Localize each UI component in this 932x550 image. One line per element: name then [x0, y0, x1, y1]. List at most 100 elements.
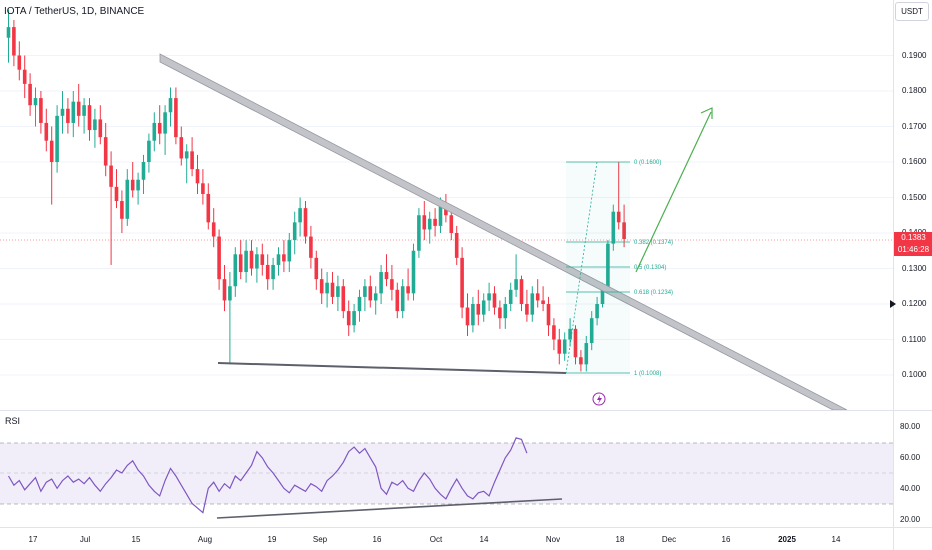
candle[interactable]	[514, 254, 518, 297]
candle[interactable]	[562, 332, 567, 361]
candle[interactable]	[82, 98, 86, 134]
candle[interactable]	[525, 289, 529, 322]
candle[interactable]	[287, 233, 292, 273]
candle[interactable]	[568, 318, 572, 347]
candle[interactable]	[454, 225, 459, 265]
candle[interactable]	[476, 289, 481, 326]
candle[interactable]	[541, 286, 545, 312]
candle[interactable]	[33, 87, 38, 127]
candle[interactable]	[373, 286, 378, 315]
candle[interactable]	[330, 272, 335, 304]
candle[interactable]	[406, 268, 410, 301]
candle[interactable]	[460, 247, 464, 319]
candle[interactable]	[141, 154, 146, 194]
candle[interactable]	[616, 162, 621, 230]
candle[interactable]	[433, 208, 437, 237]
candle[interactable]	[487, 282, 491, 312]
candle[interactable]	[184, 144, 189, 184]
candle[interactable]	[22, 55, 27, 99]
candle[interactable]	[492, 286, 497, 315]
candle[interactable]	[168, 87, 173, 127]
candle[interactable]	[390, 264, 394, 301]
candle[interactable]	[346, 300, 351, 336]
candle[interactable]	[136, 172, 140, 205]
candle[interactable]	[249, 240, 254, 276]
candle[interactable]	[114, 169, 119, 209]
candle[interactable]	[503, 296, 508, 329]
candle[interactable]	[546, 296, 551, 336]
candle[interactable]	[341, 279, 346, 319]
candle[interactable]	[573, 325, 578, 365]
candle[interactable]	[211, 208, 216, 248]
candle[interactable]	[481, 293, 486, 322]
candle[interactable]	[357, 289, 362, 322]
candle[interactable]	[201, 169, 205, 205]
price-chart[interactable]: 0 (0.1600) 0.382 (0.1374) 0.5 (0.1304) 0…	[0, 0, 893, 410]
candle[interactable]	[282, 240, 286, 273]
rsi-divergence-trendline[interactable]	[216, 498, 563, 519]
main-chart-pane[interactable]: 0 (0.1600) 0.382 (0.1374) 0.5 (0.1304) 0…	[0, 0, 893, 410]
candle[interactable]	[152, 112, 157, 152]
candle[interactable]	[255, 247, 259, 283]
pane-divider[interactable]	[0, 410, 932, 411]
candle[interactable]	[309, 225, 313, 269]
candle[interactable]	[498, 300, 502, 329]
candle[interactable]	[228, 272, 232, 365]
candle[interactable]	[120, 190, 124, 233]
candle[interactable]	[552, 318, 556, 351]
candle[interactable]	[557, 328, 562, 365]
candle[interactable]	[276, 247, 281, 276]
candle[interactable]	[130, 162, 135, 198]
candle[interactable]	[298, 197, 302, 237]
candle[interactable]	[579, 350, 583, 372]
candle[interactable]	[206, 183, 211, 230]
candle[interactable]	[76, 83, 81, 127]
candle[interactable]	[400, 279, 405, 319]
candle[interactable]	[368, 275, 373, 308]
candle[interactable]	[535, 279, 540, 308]
symbol-title[interactable]: IOTA / TetherUS, 1D, BINANCE	[4, 6, 145, 17]
candle[interactable]	[395, 282, 400, 319]
candle[interactable]	[422, 201, 427, 241]
candle[interactable]	[244, 240, 248, 283]
rsi-chart[interactable]	[0, 411, 893, 527]
candle[interactable]	[584, 335, 589, 372]
candle[interactable]	[303, 201, 308, 244]
candle[interactable]	[55, 105, 59, 173]
rsi-indicator-label[interactable]: RSI	[5, 416, 21, 426]
fib-retracement-tool[interactable]: 0 (0.1600) 0.382 (0.1374) 0.5 (0.1304) 0…	[565, 160, 673, 377]
candle[interactable]	[379, 264, 383, 304]
candle[interactable]	[190, 137, 194, 177]
support-trendline[interactable]	[217, 362, 567, 374]
candle[interactable]	[179, 126, 184, 166]
candle[interactable]	[195, 154, 200, 194]
candle[interactable]	[147, 133, 151, 173]
candle[interactable]	[325, 272, 329, 308]
candle[interactable]	[93, 108, 97, 148]
candle[interactable]	[314, 250, 319, 290]
candle[interactable]	[384, 254, 389, 287]
candle[interactable]	[87, 98, 92, 141]
candle[interactable]	[611, 204, 616, 251]
candle[interactable]	[125, 169, 130, 226]
candle[interactable]	[417, 208, 421, 258]
price-scale[interactable]: USDT 0.1900 0.1800 0.1700 0.1600 0.1500 …	[890, 0, 932, 410]
candle[interactable]	[28, 73, 32, 116]
candle[interactable]	[233, 247, 238, 297]
candle[interactable]	[103, 122, 108, 177]
candle[interactable]	[265, 254, 270, 290]
candle[interactable]	[508, 282, 513, 312]
descending-trendline-band[interactable]	[159, 53, 848, 410]
candle[interactable]	[66, 98, 70, 134]
candle[interactable]	[589, 311, 594, 351]
rsi-pane[interactable]: RSI	[0, 411, 893, 527]
candle[interactable]	[352, 304, 356, 333]
currency-button[interactable]: USDT	[895, 2, 929, 21]
projection-arrow[interactable]	[635, 107, 713, 273]
candle[interactable]	[271, 257, 275, 290]
candle[interactable]	[157, 105, 162, 145]
candle[interactable]	[292, 211, 297, 255]
candle[interactable]	[595, 296, 599, 326]
candle[interactable]	[6, 9, 11, 63]
rsi-scale[interactable]: 80.00 60.00 40.00 20.00	[893, 411, 932, 527]
